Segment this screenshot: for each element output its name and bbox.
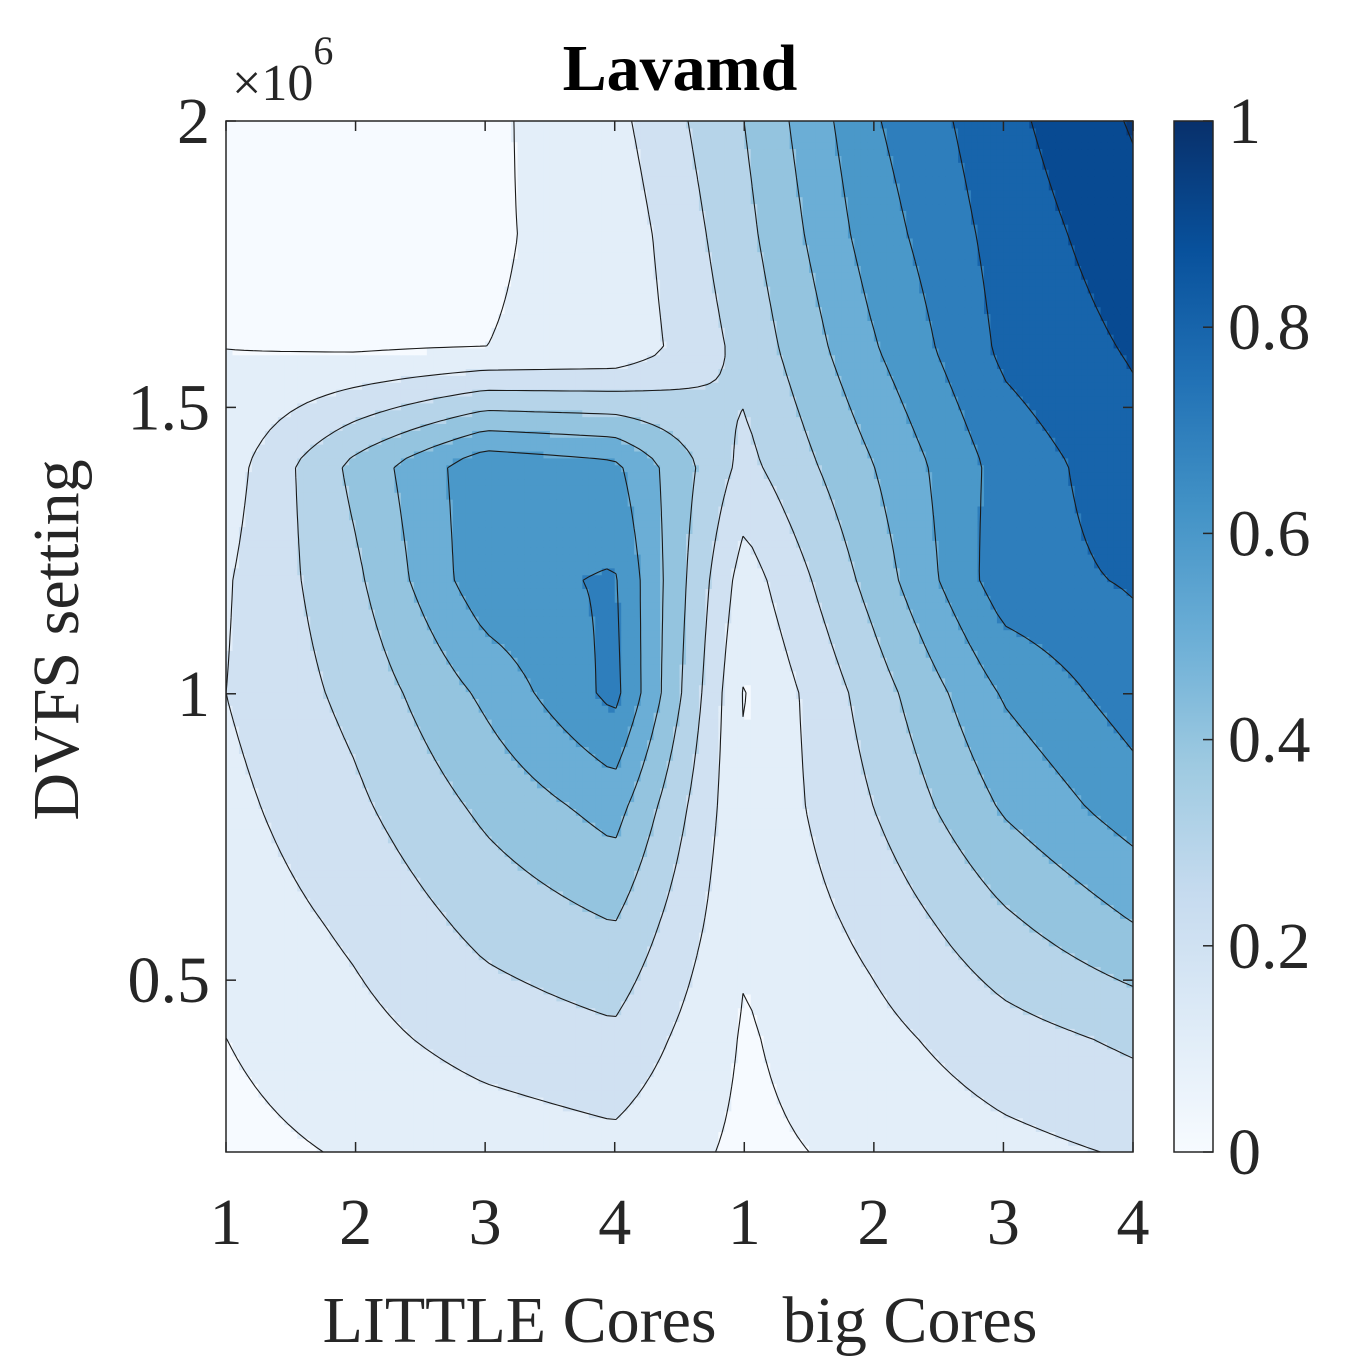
colorbar-tick-label: 0.8 — [1228, 291, 1311, 364]
x-tick-label: 1 — [728, 1186, 761, 1259]
colorbar-axis: 0 0.2 0.4 0.6 0.8 1 — [1203, 85, 1311, 1189]
colorbar-tick-label: 0 — [1228, 1116, 1261, 1189]
colorbar-tick-label: 0.6 — [1228, 497, 1311, 570]
colorbar-tick-label: 0.4 — [1228, 704, 1311, 777]
colorbar-tick-label: 0.2 — [1228, 910, 1311, 983]
colorbar — [1174, 121, 1213, 1152]
y-tick-label: 2 — [177, 85, 210, 158]
x-tick-label: 2 — [339, 1186, 372, 1259]
colorbar-tick-label: 1 — [1228, 85, 1261, 158]
x-tick-label: 1 — [210, 1186, 243, 1259]
y-tick-label: 1.5 — [128, 371, 211, 444]
x-tick-label: 3 — [469, 1186, 502, 1259]
y-tick-label: 1 — [177, 658, 210, 731]
y-tick-label: 0.5 — [128, 944, 211, 1017]
x-tick-label: 4 — [1117, 1186, 1150, 1259]
x-tick-label: 2 — [857, 1186, 890, 1259]
contour-fill-layer — [226, 121, 1134, 1153]
x-tick-label: 4 — [598, 1186, 631, 1259]
y-axis-label: DVFS setting — [20, 459, 93, 820]
y-exponent-label: ×106 — [232, 28, 333, 112]
chart-title: Lavamd — [563, 32, 798, 105]
x-tick-label: 3 — [987, 1186, 1020, 1259]
x-axis-label: LITTLE Cores big Cores — [323, 1284, 1038, 1357]
